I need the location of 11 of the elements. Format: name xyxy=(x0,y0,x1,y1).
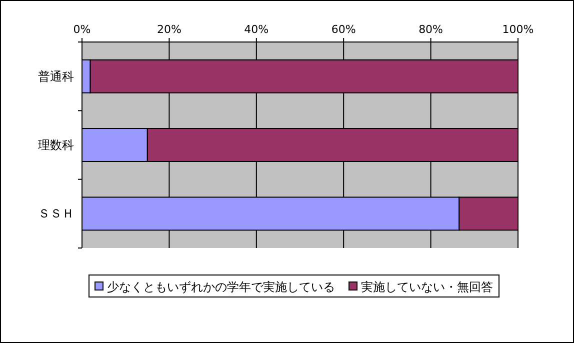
y-tick-label: 普通科 xyxy=(38,69,74,84)
legend-label: 実施していない・無回答 xyxy=(361,280,493,294)
x-tick-label: 40% xyxy=(244,23,269,36)
y-tick-label: ＳＳＨ xyxy=(38,206,74,221)
x-tick-label: 0% xyxy=(73,23,91,36)
y-tick-label: 理数科 xyxy=(38,138,74,152)
x-tick-label: 60% xyxy=(331,23,356,36)
x-tick-label: 20% xyxy=(156,23,182,36)
x-tick-label: 100% xyxy=(502,23,534,36)
legend-label: 少なくともいずれかの学年で実施している xyxy=(107,280,335,294)
x-tick-label: 80% xyxy=(418,23,444,36)
